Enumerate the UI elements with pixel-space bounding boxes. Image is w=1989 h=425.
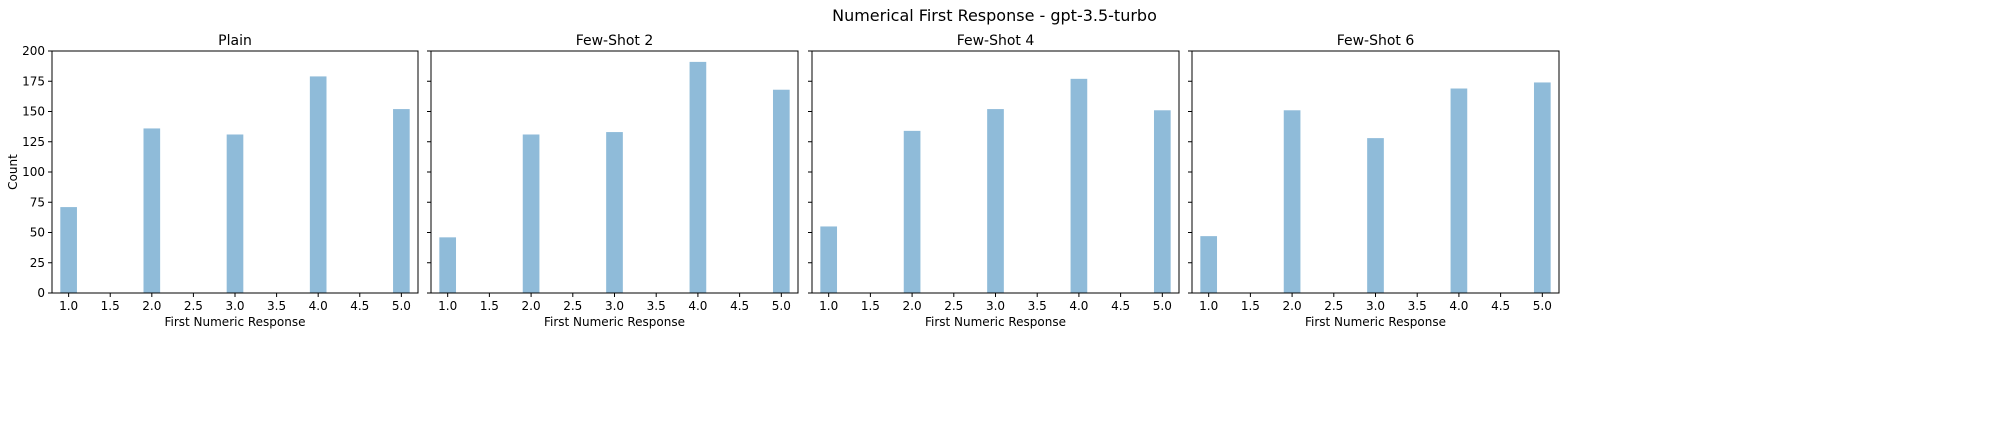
y-tick-label: 75	[30, 195, 45, 209]
x-tick-label: 3.5	[647, 299, 666, 313]
y-axis-label: Count	[6, 154, 20, 190]
x-tick-label: 3.0	[1366, 299, 1385, 313]
y-tick-label: 150	[22, 105, 45, 119]
subplot-1: 1.0 1.5 2.0 2.5 3.0 3.5 4.0 4.5 5.0 0 25 50 75 100 125…	[6, 33, 419, 329]
x-tick-label: 2.0	[903, 299, 922, 313]
subplot-title: Plain	[218, 33, 252, 49]
bar	[522, 134, 540, 293]
x-tick-label: 1.5	[861, 299, 880, 313]
bar	[903, 130, 921, 293]
x-tick-label: 3.0	[986, 299, 1005, 313]
x-tick-label: 5.0	[1533, 299, 1552, 313]
x-tick-label: 3.0	[225, 299, 244, 313]
bar	[772, 89, 790, 293]
bar	[309, 76, 327, 293]
bar	[1070, 78, 1088, 293]
bar	[439, 237, 457, 293]
subplot-2: 1.0 1.5 2.0 2.5 3.0 3.5 4.0 4.5 5.0 Few-Shot 2 Fir…	[427, 33, 799, 329]
x-tick-label: 2.5	[1324, 299, 1343, 313]
x-tick-label: 2.0	[142, 299, 161, 313]
subplot-title: Few-Shot 6	[1337, 33, 1415, 49]
bar	[689, 61, 707, 293]
x-tick-label: 4.5	[350, 299, 369, 313]
subplot-3: 1.0 1.5 2.0 2.5 3.0 3.5 4.0 4.5 5.0 Few-Shot 4 Fir…	[808, 33, 1180, 329]
x-tick-label: 3.0	[605, 299, 624, 313]
x-tick-label: 4.0	[688, 299, 707, 313]
bar	[60, 207, 77, 293]
x-tick-label: 1.0	[438, 299, 457, 313]
bar	[1533, 82, 1551, 294]
x-axis-label: First Numeric Response	[544, 315, 685, 329]
bar	[1200, 236, 1218, 293]
y-tick-label: 0	[37, 286, 45, 300]
x-tick-label: 1.0	[59, 299, 78, 313]
x-tick-label: 4.0	[1449, 299, 1468, 313]
x-tick-label: 4.5	[1491, 299, 1510, 313]
bar	[820, 226, 838, 293]
subplot-title: Few-Shot 2	[576, 33, 654, 49]
y-tick-label: 50	[30, 226, 45, 240]
x-axis-label: First Numeric Response	[164, 315, 305, 329]
x-tick-label: 5.0	[1153, 299, 1172, 313]
bar	[987, 109, 1004, 293]
bar	[393, 109, 410, 293]
bar	[1283, 110, 1301, 293]
x-tick-label: 1.5	[1241, 299, 1260, 313]
subplot-4: 1.0 1.5 2.0 2.5 3.0 3.5 4.0 4.5 5.0 Few-Shot 6 Fir…	[1188, 33, 1560, 329]
x-tick-label: 2.5	[563, 299, 582, 313]
x-tick-label: 2.5	[944, 299, 963, 313]
x-tick-label: 2.0	[1283, 299, 1302, 313]
bar	[1450, 88, 1468, 293]
x-tick-label: 2.5	[184, 299, 203, 313]
bar	[606, 132, 623, 293]
y-tick-label: 175	[22, 74, 45, 88]
x-tick-label: 4.5	[730, 299, 749, 313]
x-tick-label: 1.5	[101, 299, 120, 313]
y-tick-label: 100	[22, 165, 45, 179]
y-tick-label: 200	[22, 44, 45, 58]
x-tick-label: 1.0	[819, 299, 838, 313]
bar	[1153, 110, 1171, 293]
x-tick-label: 3.5	[1408, 299, 1427, 313]
x-tick-label: 5.0	[772, 299, 791, 313]
x-tick-label: 2.0	[522, 299, 541, 313]
bar	[226, 134, 244, 293]
y-tick-label: 125	[22, 135, 45, 149]
x-tick-label: 4.0	[1069, 299, 1088, 313]
x-tick-label: 3.5	[267, 299, 286, 313]
y-tick-label: 25	[30, 256, 45, 270]
x-tick-label: 4.5	[1111, 299, 1130, 313]
x-tick-label: 5.0	[392, 299, 411, 313]
subplot-title: Few-Shot 4	[957, 33, 1035, 49]
x-axis-label: First Numeric Response	[925, 315, 1066, 329]
x-tick-label: 3.5	[1028, 299, 1047, 313]
bar	[143, 128, 161, 293]
bar	[1367, 138, 1384, 293]
x-axis-label: First Numeric Response	[1305, 315, 1446, 329]
figure-title: Numerical First Response - gpt-3.5-turbo	[832, 6, 1157, 25]
x-tick-label: 1.5	[480, 299, 499, 313]
x-tick-label: 1.0	[1199, 299, 1218, 313]
x-tick-label: 4.0	[309, 299, 328, 313]
